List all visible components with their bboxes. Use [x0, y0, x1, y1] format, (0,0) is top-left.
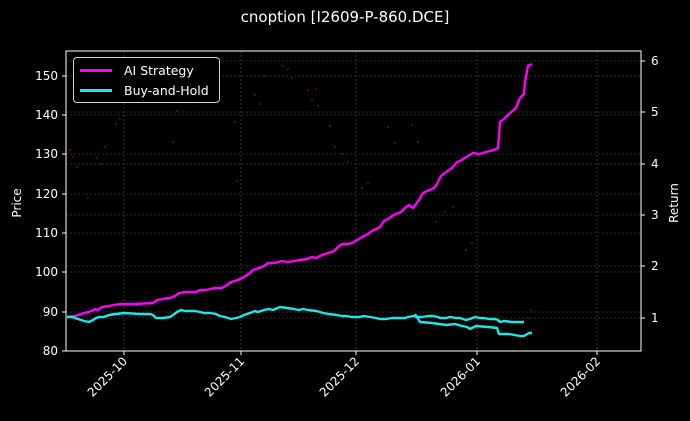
legend-item-ai-strategy: AI Strategy: [80, 62, 194, 78]
ai-strategy-line: [66, 62, 533, 319]
left-tick-100: 100: [35, 265, 58, 279]
right-axis-label: Return: [667, 183, 681, 223]
legend-item-buy-and-hold: Buy-and-Hold: [80, 82, 209, 98]
grid: [66, 51, 641, 351]
right-tick-1: 1: [651, 311, 659, 325]
left-axis: [62, 75, 66, 352]
x-tick-2025-11: 2025-11: [202, 354, 247, 399]
right-tick-6: 6: [651, 54, 659, 68]
right-axis: [641, 60, 645, 319]
x-tick-2026-02: 2026-02: [558, 354, 603, 399]
plot-frame: [65, 50, 642, 352]
left-axis-label: Price: [10, 188, 24, 217]
chart-legend: AI Strategy Buy-and-Hold: [73, 57, 220, 103]
right-tick-5: 5: [651, 105, 659, 119]
left-tick-110: 110: [35, 226, 58, 240]
left-tick-80: 80: [43, 344, 58, 358]
left-tick-130: 130: [35, 147, 58, 161]
left-tick-150: 150: [35, 69, 58, 83]
buy-and-hold-line: [67, 305, 524, 324]
left-tick-120: 120: [35, 187, 58, 201]
legend-label: AI Strategy: [124, 62, 194, 78]
x-tick-2025-12: 2025-12: [317, 354, 362, 399]
chart-title: cnoption [I2609-P-860.DCE]: [240, 8, 450, 26]
right-tick-4: 4: [651, 157, 659, 171]
x-axis: [123, 351, 598, 355]
buy-and-hold-swatch-icon: [80, 88, 112, 92]
right-tick-2: 2: [651, 259, 659, 273]
right-tick-3: 3: [651, 208, 659, 222]
x-tick-2026-01: 2026-01: [438, 354, 483, 399]
left-tick-140: 140: [35, 108, 58, 122]
x-tick-2025-10: 2025-10: [85, 354, 130, 399]
legend-label: Buy-and-Hold: [124, 82, 209, 98]
ai-strategy-swatch-icon: [80, 68, 112, 72]
buy-and-hold-line-tail: [413, 313, 532, 338]
left-tick-90: 90: [43, 305, 58, 319]
price-scatter: [69, 65, 532, 345]
